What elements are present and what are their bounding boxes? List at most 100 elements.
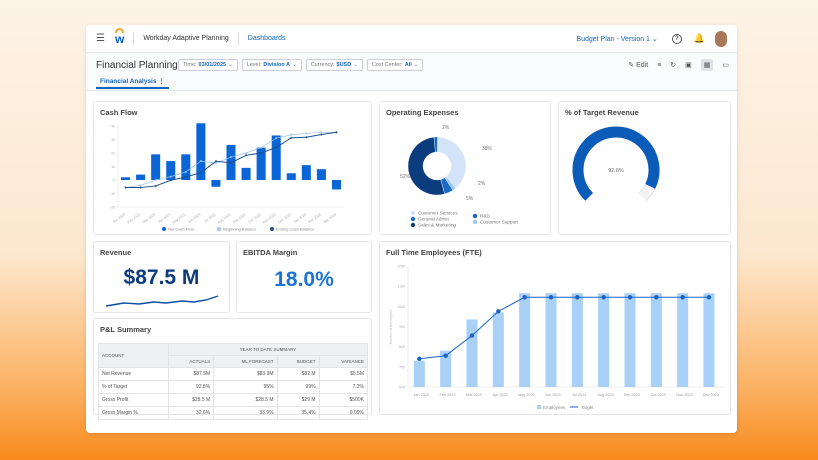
pl-summary-card: P&L Summary ACCOUNT YEAR TO DATE SUMMARY … [93, 318, 372, 420]
present-icon[interactable]: ▭ [722, 62, 729, 69]
y-tick-label: 700 [399, 365, 405, 369]
target-point [496, 309, 501, 314]
fte-bar [624, 293, 636, 387]
filter-time[interactable]: Time: 03/01/2025 ⌄ [178, 59, 238, 71]
bell-icon[interactable]: 🔔 [693, 33, 705, 43]
refresh-icon[interactable]: ↻ [670, 62, 677, 69]
series-point [335, 131, 338, 134]
help-icon[interactable]: ? [671, 33, 682, 44]
y-tick-label: -10 [110, 192, 115, 196]
table-cell: 99% [276, 380, 320, 394]
col-actuals: ACTUALS [167, 355, 215, 368]
legend-marker [410, 222, 416, 228]
table-cell: 35.4% [276, 406, 320, 420]
app-name: Workday Adaptive Planning [143, 35, 229, 42]
ebitda-title: EBITDA Margin [243, 248, 298, 257]
x-tick-label: May 2023 [518, 393, 535, 397]
tab-financial-analysis[interactable]: Financial Analysis ⋮ [96, 77, 169, 89]
x-tick-label: Oct 2023 [650, 393, 665, 397]
cash-flow-bar [316, 169, 326, 180]
legend-label: Ending Cash Balance [276, 227, 315, 232]
legend-label: R&D [480, 214, 491, 219]
table-row: % of Target 92.8% 95% 99% 7.2% [98, 380, 369, 394]
table-cell: $87.5M [167, 367, 215, 381]
camera-icon[interactable]: ▣ [685, 62, 692, 69]
y-tick-label: -20 [110, 206, 115, 210]
y-axis-label: Number of Employees [389, 309, 393, 344]
series-point [245, 154, 248, 157]
cash-flow-bar [151, 154, 161, 180]
target-revenue-gauge: 92.8% [572, 126, 660, 201]
series-point [290, 136, 293, 139]
sub-header: Financial Planning Time: 03/01/2025 ⌄ Leve… [86, 53, 737, 91]
revenue-sparkline [105, 295, 219, 307]
fte-bar [519, 293, 531, 387]
series-point [184, 176, 187, 179]
target-revenue-title: % of Target Revenue [565, 108, 639, 117]
target-point [417, 356, 422, 361]
slice-label: 52% [400, 174, 411, 180]
series-point [290, 133, 293, 136]
y-tick-label: 30 [111, 138, 115, 142]
fte-bar [571, 293, 583, 387]
x-tick-label: Jul 2025 [203, 213, 216, 224]
x-tick-label: Mar 2026 [323, 213, 337, 225]
cash-flow-bar [181, 154, 191, 180]
series-point [154, 179, 157, 181]
table-cell: % of Target [98, 380, 169, 394]
target-revenue-card: % of Target Revenue 92.8% [558, 101, 731, 235]
legend-marker [410, 216, 416, 222]
plan-selector[interactable]: Budget Plan - Version 1 ⌄ [576, 35, 658, 43]
x-tick-label: Mar 2023 [466, 393, 482, 397]
donut-slice [437, 136, 467, 189]
ebitda-card: EBITDA Margin 18.0% [236, 241, 372, 313]
legend-marker [472, 219, 478, 225]
legend-label: Target [581, 405, 594, 410]
series-point [139, 186, 142, 189]
col-budget: BUDGET [276, 355, 320, 368]
filter-level[interactable]: Level: Division A ⌄ [241, 59, 302, 71]
edit-button[interactable]: ✎ Edit [628, 62, 649, 69]
x-tick-label: Dec 2025 [277, 213, 292, 225]
target-point [443, 353, 448, 358]
y-tick-label: 10 [111, 165, 115, 169]
pl-summary-table: ACCOUNT YEAR TO DATE SUMMARY ACTUALS ML FO… [98, 343, 369, 420]
series-point [169, 179, 172, 182]
target-point [680, 295, 685, 300]
target-point [575, 295, 580, 300]
dashboards-link[interactable]: Dashboards [247, 35, 286, 42]
table-cell: 33.9% [213, 406, 278, 420]
cash-flow-bar [331, 180, 341, 190]
table-cell: 7.2% [318, 380, 369, 394]
y-tick-label: 40 [111, 125, 115, 129]
series-point [154, 184, 157, 187]
fte-chart: 600 700 800 900 1000 1100 1200 Number of Employ… [389, 265, 724, 410]
series-point [214, 162, 217, 165]
x-tick-label: Aug 2023 [597, 393, 613, 397]
legend-marker [217, 227, 221, 231]
target-point [627, 295, 633, 300]
menu-icon[interactable]: ☰ [96, 33, 105, 44]
donut-slice [407, 136, 445, 196]
grid-view-icon[interactable]: ▦ [700, 59, 714, 71]
page-title: Financial Planning [96, 60, 178, 71]
avatar[interactable] [715, 30, 727, 47]
legend-marker [537, 405, 541, 409]
x-tick-label: Aug 2025 [217, 213, 232, 225]
x-tick-label: Oct 2025 [248, 213, 262, 224]
cash-flow-bar [166, 161, 176, 180]
series-point [245, 152, 248, 154]
series-point [305, 136, 308, 139]
table-cell: Gross Margin % [98, 406, 169, 420]
more-icon[interactable]: ⋮ [158, 78, 165, 85]
cash-flow-bar [271, 135, 281, 180]
series-point [124, 186, 127, 189]
filter-currency[interactable]: Currency: $USD ⌄ [305, 59, 363, 71]
filter-icon[interactable]: ≡ [657, 61, 662, 69]
target-point [706, 295, 712, 300]
x-tick-label: Feb 2023 [439, 393, 455, 397]
filter-cost-center[interactable]: Cost Center: All ⌄ [366, 59, 424, 71]
x-tick-label: Nov 2025 [262, 213, 277, 225]
